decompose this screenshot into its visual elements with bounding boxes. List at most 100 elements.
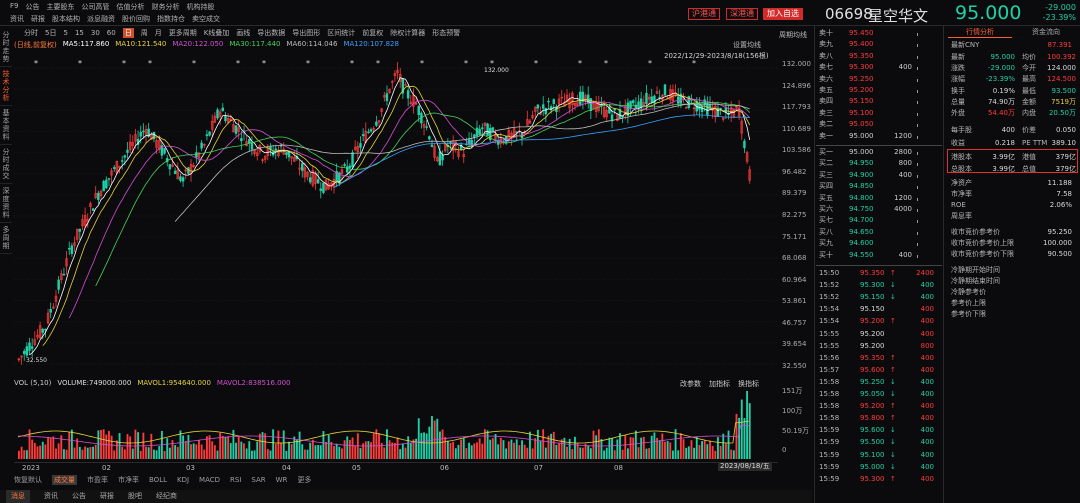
- candle-body: [698, 103, 701, 110]
- sgt-button[interactable]: 深港通: [726, 8, 758, 20]
- event-marker-icon[interactable]: *: [534, 60, 538, 68]
- indicator-tab[interactable]: RSI: [230, 476, 242, 484]
- indicator-tab[interactable]: WR: [275, 476, 288, 484]
- period-tab[interactable]: 60: [106, 29, 116, 37]
- event-marker-icon[interactable]: *: [350, 60, 354, 68]
- period-tab[interactable]: 周: [140, 29, 148, 37]
- event-marker-icon[interactable]: *: [78, 60, 82, 68]
- event-marker-icon[interactable]: *: [192, 60, 196, 68]
- indicator-tab[interactable]: 成交量: [52, 475, 77, 485]
- candle-body: [168, 164, 172, 170]
- volume-bar: [309, 442, 312, 459]
- toolbar-tool[interactable]: 除权计算器: [390, 29, 426, 37]
- indicator-tab[interactable]: BOLL: [149, 476, 167, 484]
- indicator-tab[interactable]: 更多: [297, 476, 312, 484]
- bottom-tab[interactable]: 公告: [72, 492, 86, 500]
- period-tab[interactable]: 15: [74, 29, 84, 37]
- change-param-button[interactable]: 改参数: [680, 380, 701, 388]
- period-tab[interactable]: 日: [122, 28, 134, 38]
- bottom-tab[interactable]: 资讯: [44, 492, 58, 500]
- event-marker-icon[interactable]: *: [236, 60, 240, 68]
- currency-value: 87.391: [1047, 41, 1073, 49]
- event-marker-icon[interactable]: *: [376, 60, 380, 68]
- volume-chart[interactable]: [14, 389, 778, 459]
- order-book-ask-row: 卖四 95.150: [816, 97, 920, 106]
- quote-key: 净资产: [951, 179, 972, 188]
- hgt-button[interactable]: 沪港通: [688, 8, 720, 20]
- volume-bar: [277, 430, 280, 459]
- bottom-tab[interactable]: 经纪商: [156, 492, 177, 500]
- ma-legend: (日线,前复权) MA5:117.860 MA10:121.540 MA20:1…: [14, 40, 399, 50]
- top-menu-item[interactable]: 主要股东: [46, 3, 75, 11]
- bottom-tab[interactable]: 研报: [100, 492, 114, 500]
- ma-setting-link[interactable]: 设置均线: [733, 41, 761, 49]
- top-menu-item[interactable]: 研报: [31, 15, 45, 23]
- bottom-tab[interactable]: 股吧: [128, 492, 142, 500]
- left-tab[interactable]: 技术分析: [0, 67, 12, 106]
- event-marker-icon[interactable]: *: [464, 60, 468, 68]
- tab-fund-flow[interactable]: 资金流向: [1032, 28, 1060, 36]
- left-tab[interactable]: 分时成交: [0, 145, 12, 184]
- indicator-tab[interactable]: 恢复默认: [14, 476, 42, 484]
- top-menu-item[interactable]: 派息融资: [87, 15, 115, 23]
- top-menu-item[interactable]: 卖空成交: [192, 15, 220, 23]
- period-tab[interactable]: 5: [63, 29, 68, 37]
- indicator-tab[interactable]: SAR: [251, 476, 266, 484]
- top-menu-item[interactable]: 公司高管: [81, 3, 110, 11]
- event-marker-icon[interactable]: *: [306, 60, 310, 68]
- toolbar-tool[interactable]: 形态预警: [432, 29, 461, 37]
- top-menu-item[interactable]: 指数持仓: [157, 15, 185, 23]
- event-marker-icon[interactable]: *: [262, 60, 266, 68]
- bottom-tab[interactable]: 消息: [6, 490, 30, 503]
- period-tab[interactable]: 分时: [24, 29, 38, 37]
- top-menu-item[interactable]: 财务分析: [151, 3, 180, 11]
- top-menu-item[interactable]: 公告: [25, 3, 40, 11]
- top-menu-item[interactable]: 机构持股: [186, 3, 215, 11]
- left-tab[interactable]: 多周期: [0, 223, 12, 254]
- event-marker-icon[interactable]: *: [148, 60, 152, 68]
- add-indicator-button[interactable]: 加指标: [709, 380, 730, 388]
- event-marker-icon[interactable]: *: [122, 60, 126, 68]
- toolbar-tool[interactable]: 区间统计: [327, 29, 356, 37]
- top-menu-item[interactable]: 估值分析: [116, 3, 145, 11]
- trade-volume: 400: [920, 317, 934, 326]
- toolbar-tool[interactable]: 画线: [236, 29, 251, 37]
- toolbar-tool[interactable]: K线叠加: [203, 29, 230, 37]
- toolbar-tool[interactable]: 导出数据: [257, 29, 286, 37]
- period-ma-label[interactable]: 周期均线: [779, 31, 807, 39]
- period-tab[interactable]: 30: [90, 29, 100, 37]
- indicator-tab[interactable]: 市盈率: [87, 476, 108, 484]
- left-tab[interactable]: 基本资料: [0, 106, 12, 145]
- event-marker-icon[interactable]: *: [692, 60, 696, 68]
- top-menu-item[interactable]: 股价回购: [122, 15, 150, 23]
- left-tab[interactable]: 分时走势: [0, 28, 12, 67]
- event-marker-icon[interactable]: *: [604, 60, 608, 68]
- indicator-tab[interactable]: 市净率: [118, 476, 139, 484]
- event-marker-icon[interactable]: *: [34, 60, 38, 68]
- candle-body: [441, 155, 444, 161]
- top-menu-item[interactable]: 资讯: [10, 15, 24, 23]
- volume-bar: [642, 436, 645, 459]
- toolbar-tool[interactable]: 导出图形: [292, 29, 321, 37]
- period-tab[interactable]: 月: [154, 29, 162, 37]
- top-menu-item[interactable]: F9: [10, 2, 19, 10]
- left-tab[interactable]: 深度资料: [0, 184, 12, 223]
- event-marker-icon[interactable]: *: [420, 60, 424, 68]
- indicator-tab[interactable]: MACD: [199, 476, 221, 484]
- toolbar-tool[interactable]: 前复权: [362, 29, 384, 37]
- candle-body: [679, 93, 683, 104]
- event-marker-icon[interactable]: *: [648, 60, 652, 68]
- event-marker-icon[interactable]: *: [578, 60, 582, 68]
- candle-body: [110, 170, 113, 176]
- candle-body: [173, 170, 177, 175]
- period-tab[interactable]: 更多周期: [168, 29, 197, 37]
- indicator-tab[interactable]: KDJ: [177, 476, 190, 484]
- volume-bar: [481, 443, 484, 459]
- tab-market-analysis[interactable]: 行情分析: [948, 28, 1012, 38]
- switch-indicator-button[interactable]: 换指标: [738, 380, 759, 388]
- event-marker-icon[interactable]: *: [490, 60, 494, 68]
- top-menu-item[interactable]: 股本结构: [52, 15, 80, 23]
- add-watchlist-button[interactable]: 加入自选: [763, 8, 803, 20]
- period-tab[interactable]: 5日: [45, 29, 57, 37]
